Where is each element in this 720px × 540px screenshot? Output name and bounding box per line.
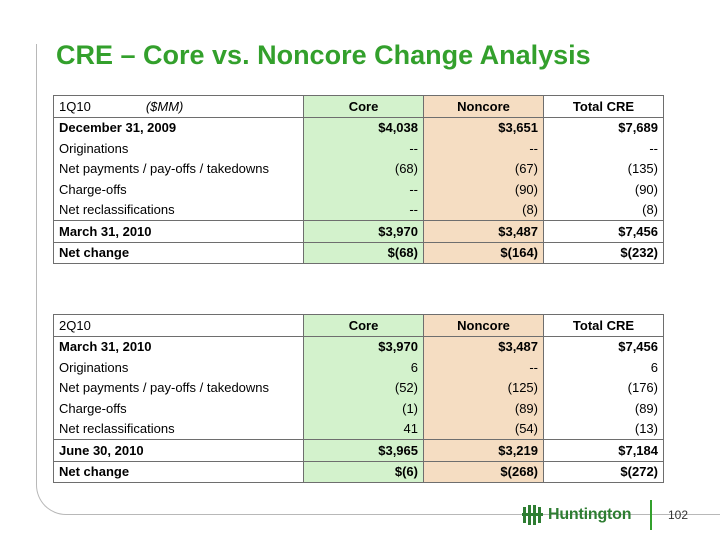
cell-noncore: $3,487: [423, 220, 544, 242]
period-header: 2Q10: [53, 314, 304, 337]
row-label: Net change: [53, 241, 304, 264]
table-row: Net payments / pay-offs / takedowns (52)…: [53, 377, 664, 398]
table-row: Net reclassifications 41 (54) (13): [53, 418, 664, 440]
row-label: December 31, 2009: [53, 117, 304, 138]
col-header-core: Core: [303, 314, 424, 337]
table-row: Originations 6 -- 6: [53, 357, 664, 378]
cell-noncore: (89): [423, 398, 544, 419]
table-row: Net payments / pay-offs / takedowns (68)…: [53, 158, 664, 179]
row-label: Net reclassifications: [53, 199, 304, 221]
cell-core: (1): [303, 398, 424, 419]
cell-core: $3,970: [303, 336, 424, 357]
cell-total: $7,184: [543, 439, 664, 461]
cell-total: (13): [543, 418, 664, 440]
cell-core: $4,038: [303, 117, 424, 138]
row-label: Originations: [53, 138, 304, 159]
cell-total: (89): [543, 398, 664, 419]
table-1q10: 1Q10 ($MM) Core Noncore Total CRE Decembe…: [53, 95, 664, 264]
col-header-noncore: Noncore: [423, 314, 544, 337]
cell-total: $7,689: [543, 117, 664, 138]
cell-total: --: [543, 138, 664, 159]
table-row: Charge-offs -- (90) (90): [53, 179, 664, 200]
huntington-logo-icon: [522, 505, 543, 525]
col-header-total: Total CRE: [543, 314, 664, 337]
cell-total: $7,456: [543, 220, 664, 242]
cell-core: --: [303, 138, 424, 159]
table-header-row: 1Q10 ($MM) Core Noncore Total CRE: [53, 95, 664, 118]
cell-total: (176): [543, 377, 664, 398]
cell-core: 6: [303, 357, 424, 378]
row-label: Net change: [53, 460, 304, 483]
cell-core: $(6): [303, 460, 424, 483]
table-row: March 31, 2010 $3,970 $3,487 $7,456: [53, 220, 664, 242]
table-row: December 31, 2009 $4,038 $3,651 $7,689: [53, 117, 664, 138]
cell-core: 41: [303, 418, 424, 440]
cell-noncore: (125): [423, 377, 544, 398]
cell-noncore: (54): [423, 418, 544, 440]
cell-core: --: [303, 199, 424, 221]
col-header-core: Core: [303, 95, 424, 118]
cell-noncore: (90): [423, 179, 544, 200]
col-header-total: Total CRE: [543, 95, 664, 118]
cell-noncore: $3,487: [423, 336, 544, 357]
cell-noncore: --: [423, 357, 544, 378]
cell-noncore: $3,651: [423, 117, 544, 138]
cell-noncore: (8): [423, 199, 544, 221]
row-label: Net payments / pay-offs / takedowns: [53, 377, 304, 398]
cell-total: (90): [543, 179, 664, 200]
table-row: March 31, 2010 $3,970 $3,487 $7,456: [53, 336, 664, 357]
row-label: Net payments / pay-offs / takedowns: [53, 158, 304, 179]
cell-total: (135): [543, 158, 664, 179]
cell-noncore: $(268): [423, 460, 544, 483]
cell-core: $3,970: [303, 220, 424, 242]
cell-core: (52): [303, 377, 424, 398]
cell-core: $3,965: [303, 439, 424, 461]
table-header-row: 2Q10 Core Noncore Total CRE: [53, 314, 664, 337]
row-label: Charge-offs: [53, 179, 304, 200]
cell-noncore: $3,219: [423, 439, 544, 461]
cell-noncore: (67): [423, 158, 544, 179]
cell-noncore: $(164): [423, 241, 544, 264]
cell-total: 6: [543, 357, 664, 378]
table-row: Net reclassifications -- (8) (8): [53, 199, 664, 221]
cell-core: --: [303, 179, 424, 200]
huntington-logo: Huntington: [522, 505, 632, 525]
table-2q10: 2Q10 Core Noncore Total CRE March 31, 20…: [53, 314, 664, 483]
row-label: June 30, 2010: [53, 439, 304, 461]
logo-text: Huntington: [548, 506, 632, 523]
footer-divider: [650, 500, 652, 530]
period-header: 1Q10 ($MM): [53, 95, 304, 118]
cell-total: (8): [543, 199, 664, 221]
slide-frame: [36, 44, 720, 515]
table-row: Net change $(68) $(164) $(232): [53, 241, 664, 264]
cell-core: $(68): [303, 241, 424, 264]
table-row: June 30, 2010 $3,965 $3,219 $7,184: [53, 439, 664, 461]
period-label: 1Q10: [59, 98, 91, 114]
col-header-noncore: Noncore: [423, 95, 544, 118]
table-row: Charge-offs (1) (89) (89): [53, 398, 664, 419]
cell-total: $(232): [543, 241, 664, 264]
period-label: 2Q10: [59, 317, 91, 333]
page-number: 102: [668, 508, 689, 522]
row-label: March 31, 2010: [53, 220, 304, 242]
cell-total: $7,456: [543, 336, 664, 357]
row-label: March 31, 2010: [53, 336, 304, 357]
cell-total: $(272): [543, 460, 664, 483]
row-label: Originations: [53, 357, 304, 378]
slide-title: CRE – Core vs. Noncore Change Analysis: [56, 40, 591, 70]
table-row: Originations -- -- --: [53, 138, 664, 159]
cell-core: (68): [303, 158, 424, 179]
cell-noncore: --: [423, 138, 544, 159]
row-label: Charge-offs: [53, 398, 304, 419]
row-label: Net reclassifications: [53, 418, 304, 440]
table-row: Net change $(6) $(268) $(272): [53, 460, 664, 483]
unit-label: ($MM): [145, 98, 184, 114]
